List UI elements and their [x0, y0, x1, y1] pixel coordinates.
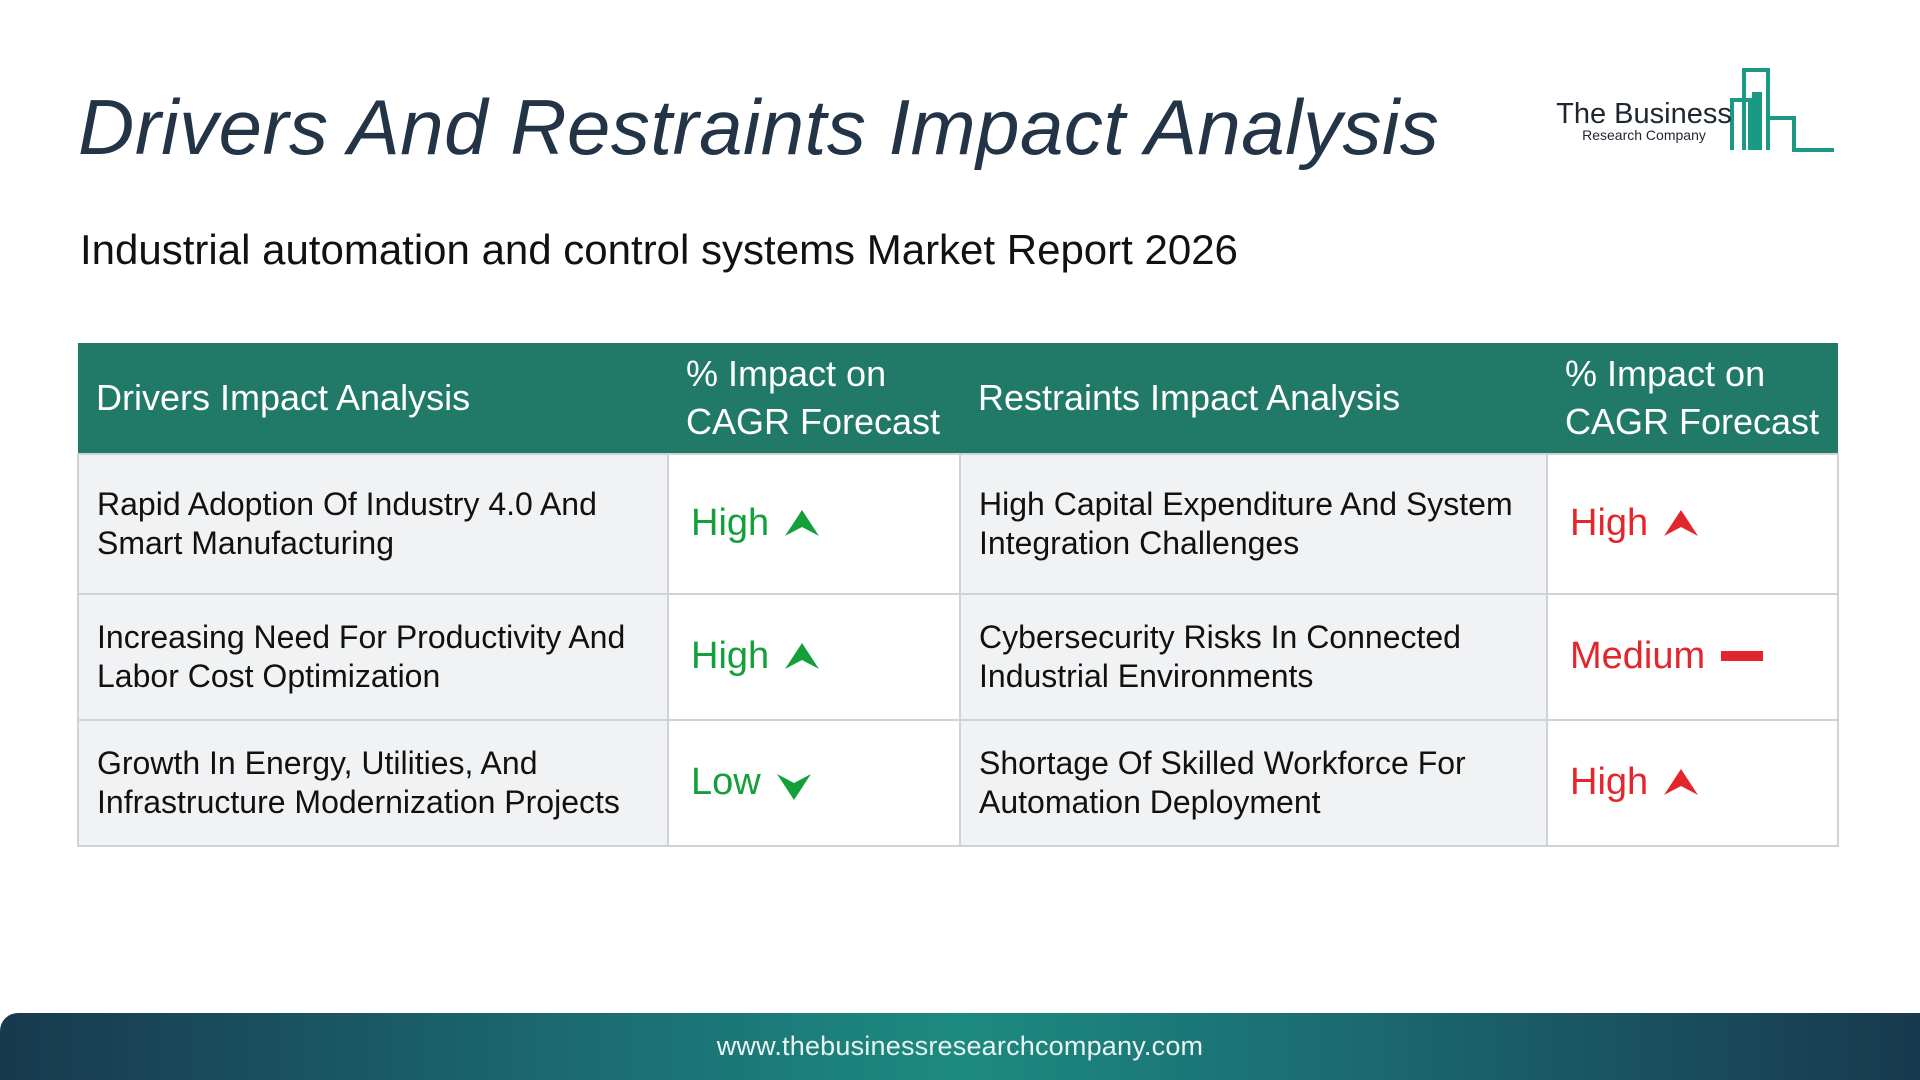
restraint-cell: Shortage Of Skilled Workforce For Automa… — [959, 719, 1548, 847]
restraint-impact-label: Medium — [1570, 635, 1706, 677]
restraint-impact-label: High — [1570, 502, 1649, 544]
arrow-up-icon — [785, 642, 820, 669]
restraints-impact-header: % Impact on CAGR Forecast — [1547, 343, 1838, 454]
report-subtitle: Industrial automation and control system… — [80, 226, 1238, 273]
footer-bar: www.thebusinessresearchcompany.com — [0, 1013, 1920, 1080]
restraint-impact: Medium — [1570, 635, 1764, 677]
driver-impact-cell: High — [667, 453, 961, 595]
website-link[interactable]: www.thebusinessresearchcompany.com — [716, 1031, 1204, 1061]
logo-text: The Business Research Company — [1556, 98, 1732, 143]
driver-cell: Growth In Energy, Utilities, And Infrast… — [77, 719, 669, 847]
restraint-impact: High — [1570, 761, 1699, 803]
driver-impact: Low — [691, 763, 811, 802]
drivers-impact-header: % Impact on CAGR Forecast — [668, 343, 960, 454]
restraint-cell: Cybersecurity Risks In Connected Industr… — [959, 593, 1548, 721]
logo-subtitle: Research Company — [1582, 127, 1706, 143]
logo-name: The Business — [1556, 98, 1732, 130]
restraints-impact-header-line2: CAGR Forecast — [1565, 401, 1820, 442]
arrow-up-icon — [785, 509, 820, 536]
arrow-down-icon — [776, 773, 811, 800]
driver-impact-label: High — [691, 502, 770, 544]
restraint-impact-cell: Medium — [1546, 593, 1839, 721]
restraints-header: Restraints Impact Analysis — [960, 343, 1547, 454]
table-row: Growth In Energy, Utilities, And Infrast… — [77, 719, 1839, 847]
drivers-impact-header-line1: % Impact on — [686, 353, 887, 394]
restraints-impact-header-line1: % Impact on — [1565, 353, 1766, 394]
driver-impact: High — [691, 635, 820, 677]
driver-impact-label: Low — [691, 761, 761, 803]
drivers-header: Drivers Impact Analysis — [78, 343, 668, 454]
arrow-up-icon — [1664, 768, 1699, 795]
driver-impact: High — [691, 502, 820, 544]
table-row: Rapid Adoption Of Industry 4.0 And Smart… — [77, 453, 1839, 595]
page-title: Drivers And Restraints Impact Analysis — [78, 83, 1440, 171]
restraint-impact-label: High — [1570, 761, 1649, 803]
restraint-cell: High Capital Expenditure And System Inte… — [959, 453, 1548, 595]
restraint-impact: High — [1570, 502, 1699, 544]
restraint-impact-cell: High — [1546, 453, 1839, 595]
restraint-impact-cell: High — [1546, 719, 1839, 847]
driver-cell: Increasing Need For Productivity And Lab… — [77, 593, 669, 721]
impact-table: Drivers Impact Analysis % Impact on CAGR… — [77, 343, 1839, 847]
table-row: Increasing Need For Productivity And Lab… — [77, 593, 1839, 721]
drivers-impact-header-line2: CAGR Forecast — [686, 401, 941, 442]
dash-icon — [1721, 650, 1764, 661]
table-header-row: Drivers Impact Analysis % Impact on CAGR… — [78, 343, 1838, 454]
driver-cell: Rapid Adoption Of Industry 4.0 And Smart… — [77, 453, 669, 595]
skyline-logo-icon — [1730, 68, 1834, 152]
arrow-up-icon — [1664, 509, 1699, 536]
company-logo: The Business Research Company — [1552, 66, 1836, 156]
driver-impact-label: High — [691, 635, 770, 677]
driver-impact-cell: High — [667, 593, 961, 721]
driver-impact-cell: Low — [667, 719, 961, 847]
